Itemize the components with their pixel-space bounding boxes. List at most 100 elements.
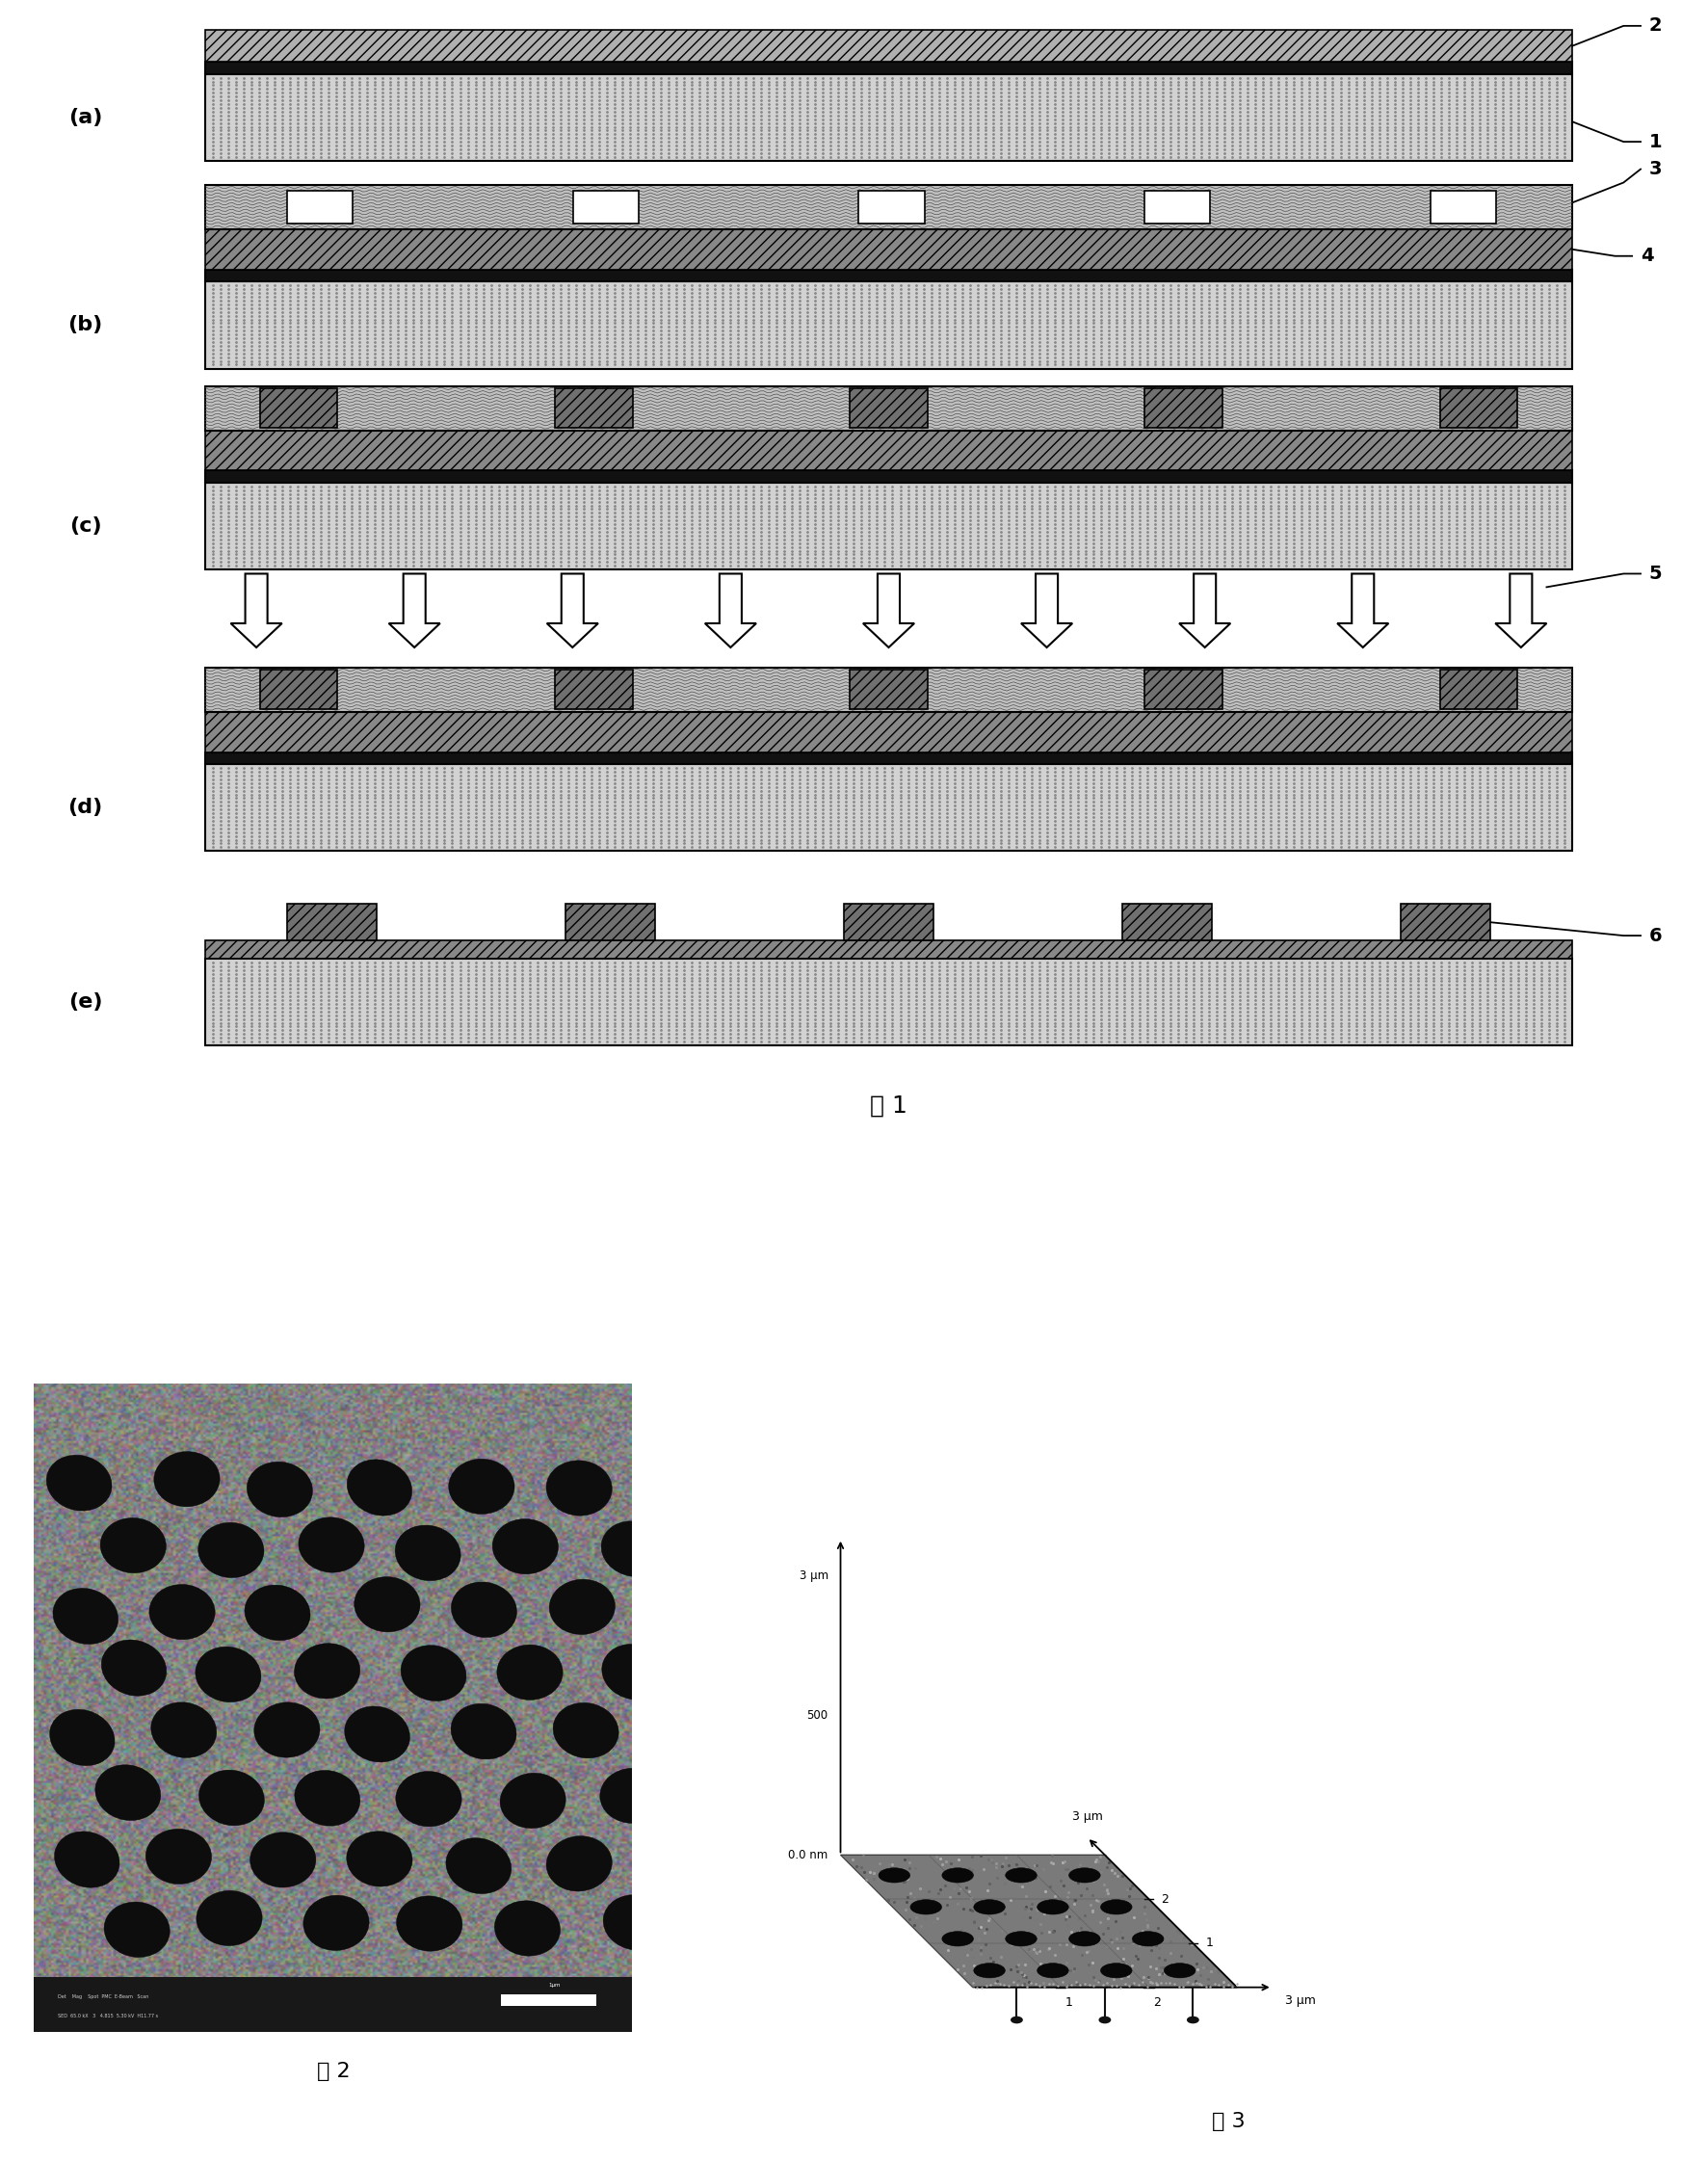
Bar <box>849 670 927 709</box>
Ellipse shape <box>910 1900 941 1913</box>
Bar <box>205 668 1571 711</box>
Bar <box>260 389 338 428</box>
Ellipse shape <box>547 1462 611 1516</box>
Ellipse shape <box>244 1585 311 1641</box>
Bar <box>1144 670 1221 709</box>
Bar <box>500 1996 596 2006</box>
Bar <box>205 752 1571 763</box>
Ellipse shape <box>446 1838 511 1894</box>
Ellipse shape <box>294 1643 360 1699</box>
Ellipse shape <box>150 1701 217 1758</box>
Ellipse shape <box>345 1706 410 1762</box>
Ellipse shape <box>395 1524 461 1580</box>
Polygon shape <box>863 573 914 646</box>
Ellipse shape <box>974 1900 1004 1913</box>
Bar <box>260 670 338 709</box>
Text: 1: 1 <box>1204 1937 1213 1950</box>
Bar <box>205 763 1571 852</box>
Ellipse shape <box>601 1522 666 1576</box>
Ellipse shape <box>246 1462 313 1518</box>
Ellipse shape <box>1037 1900 1068 1913</box>
Text: 2: 2 <box>1153 1996 1160 2008</box>
Bar <box>1430 190 1496 225</box>
Bar <box>205 186 1571 229</box>
Ellipse shape <box>149 1585 215 1639</box>
Ellipse shape <box>974 1963 1004 1978</box>
Ellipse shape <box>299 1518 364 1572</box>
Ellipse shape <box>451 1704 516 1760</box>
Ellipse shape <box>1009 2017 1023 2024</box>
Ellipse shape <box>145 1829 212 1883</box>
Ellipse shape <box>198 1771 265 1825</box>
Bar <box>1144 389 1221 428</box>
Bar <box>205 270 1571 281</box>
Bar <box>287 190 354 225</box>
Ellipse shape <box>195 1647 261 1701</box>
Ellipse shape <box>941 1931 974 1946</box>
Text: (d): (d) <box>68 798 102 817</box>
Polygon shape <box>547 573 598 646</box>
Ellipse shape <box>154 1451 220 1507</box>
Ellipse shape <box>347 1831 412 1887</box>
Ellipse shape <box>941 1868 974 1883</box>
Ellipse shape <box>1098 2017 1110 2024</box>
Bar <box>205 711 1571 752</box>
Ellipse shape <box>1185 2017 1199 2024</box>
Bar <box>555 670 632 709</box>
Text: 1: 1 <box>1648 132 1662 151</box>
Ellipse shape <box>396 1896 461 1950</box>
Ellipse shape <box>547 1836 611 1892</box>
Text: (e): (e) <box>68 992 102 1012</box>
Ellipse shape <box>1004 1931 1037 1946</box>
Text: 3 μm: 3 μm <box>1284 1996 1315 2006</box>
Ellipse shape <box>249 1831 316 1887</box>
Ellipse shape <box>55 1831 120 1887</box>
Bar <box>205 229 1571 270</box>
Bar <box>205 430 1571 471</box>
Polygon shape <box>389 573 441 646</box>
Text: (b): (b) <box>68 316 102 335</box>
Bar <box>572 190 639 225</box>
Bar <box>205 958 1571 1046</box>
Text: 4: 4 <box>1640 246 1653 266</box>
Ellipse shape <box>96 1764 161 1820</box>
Ellipse shape <box>548 1578 615 1634</box>
Text: Det    Mag    Spot  PMC  E-Beam   Scan: Det Mag Spot PMC E-Beam Scan <box>58 1993 149 2000</box>
Bar <box>859 190 924 225</box>
Ellipse shape <box>101 1639 166 1695</box>
Polygon shape <box>1494 573 1546 646</box>
Ellipse shape <box>196 1890 261 1946</box>
Ellipse shape <box>354 1576 420 1632</box>
Bar <box>205 281 1571 368</box>
Bar <box>287 904 377 940</box>
Ellipse shape <box>1068 1868 1100 1883</box>
Polygon shape <box>231 573 282 646</box>
Bar <box>1438 670 1517 709</box>
Bar <box>205 30 1571 63</box>
Text: 图 2: 图 2 <box>316 2063 350 2082</box>
Ellipse shape <box>302 1896 369 1950</box>
Text: 图 3: 图 3 <box>1211 2112 1245 2132</box>
Bar <box>1401 904 1489 940</box>
Ellipse shape <box>1132 1931 1163 1946</box>
Bar <box>1144 190 1209 225</box>
Ellipse shape <box>494 1900 560 1957</box>
Ellipse shape <box>1100 1900 1131 1913</box>
Ellipse shape <box>1100 1963 1131 1978</box>
Ellipse shape <box>50 1710 114 1766</box>
Ellipse shape <box>294 1771 360 1827</box>
Bar <box>1122 904 1211 940</box>
Ellipse shape <box>492 1520 559 1574</box>
Ellipse shape <box>878 1868 909 1883</box>
Ellipse shape <box>497 1645 562 1699</box>
Polygon shape <box>840 1855 1237 1987</box>
Text: 5: 5 <box>1648 564 1662 584</box>
Polygon shape <box>705 573 755 646</box>
Text: 1μm: 1μm <box>548 1983 560 1989</box>
Ellipse shape <box>1004 1868 1037 1883</box>
Ellipse shape <box>603 1894 668 1950</box>
Bar <box>34 1976 632 2032</box>
Ellipse shape <box>449 1459 514 1513</box>
Polygon shape <box>1179 573 1230 646</box>
Bar <box>1438 389 1517 428</box>
